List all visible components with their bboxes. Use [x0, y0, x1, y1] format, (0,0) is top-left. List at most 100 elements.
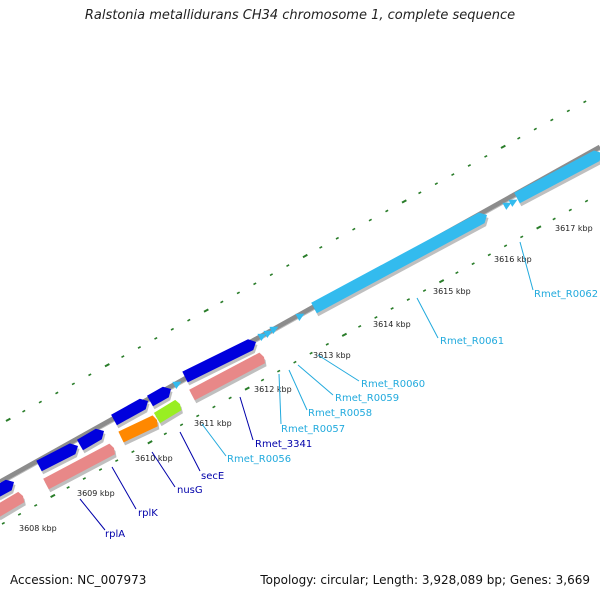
gene-label: Rmet_R0059 — [335, 393, 399, 404]
tick-mark — [163, 432, 168, 436]
tick-mark — [179, 423, 184, 427]
tick-mark — [277, 369, 281, 373]
tick-mark — [550, 118, 554, 122]
tick-mark — [451, 173, 455, 177]
trna-marker — [502, 202, 512, 210]
tick-mark — [517, 136, 521, 140]
tick-mark — [335, 236, 340, 240]
tick-mark — [302, 253, 308, 259]
tick-mark — [566, 109, 571, 113]
tick-mark — [552, 217, 556, 221]
tick-mark — [368, 218, 373, 222]
tick-mark — [455, 271, 459, 275]
tick-mark — [1, 521, 6, 525]
tick-mark — [520, 235, 524, 239]
tick-mark — [390, 307, 394, 310]
map-title: Ralstonia metallidurans CH34 chromosome … — [84, 8, 516, 23]
cds-arrow — [0, 479, 14, 497]
pseudogene-arrow — [0, 491, 25, 517]
tick-mark — [66, 486, 70, 489]
tick-mark — [203, 308, 209, 313]
label-leader — [201, 423, 227, 457]
tick-mark — [319, 245, 323, 249]
label-leader — [151, 451, 176, 488]
tick-mark — [422, 289, 427, 293]
gene-label: nusG — [177, 485, 203, 496]
tick-mark — [584, 199, 589, 203]
tick-mark — [352, 227, 356, 231]
gene-label: Rmet_R0061 — [440, 336, 504, 347]
label-leader — [79, 498, 106, 531]
tick-mark — [406, 298, 411, 301]
outer-tick-row — [5, 100, 587, 422]
tick-mark — [385, 209, 389, 213]
tick-mark — [154, 336, 158, 340]
tick-mark — [583, 100, 587, 104]
tick-mark — [434, 182, 439, 186]
kbp-label: 3615 kbp — [433, 287, 471, 296]
tick-mark — [286, 264, 290, 268]
genome-summary-text: Topology: circular; Length: 3,928,089 bp… — [260, 573, 590, 587]
label-leader — [278, 373, 282, 425]
kbp-label: 3617 kbp — [555, 224, 593, 233]
tick-mark — [131, 450, 135, 454]
tick-mark — [260, 378, 265, 382]
tick-mark — [22, 409, 26, 413]
tick-mark — [269, 273, 274, 277]
label-leader — [111, 466, 137, 510]
tick-mark — [170, 327, 175, 331]
trna-marker — [295, 313, 305, 321]
tick-mark — [137, 346, 142, 349]
trna-marker — [263, 330, 273, 338]
tick-mark — [244, 386, 250, 391]
gene-label: Rmet_R0060 — [361, 379, 425, 390]
gene-label: rplA — [105, 529, 125, 540]
tick-mark — [341, 332, 348, 337]
tick-mark — [121, 355, 125, 359]
cds-arrow — [111, 398, 148, 426]
cds-arrow — [77, 428, 104, 451]
tick-mark — [358, 324, 362, 328]
kbp-label: 3614 kbp — [373, 320, 411, 329]
inner-tick-row — [1, 199, 589, 525]
label-leader — [416, 297, 439, 339]
tick-mark — [253, 282, 257, 286]
gene-label: rplK — [138, 508, 158, 519]
tick-mark — [196, 414, 200, 418]
tick-mark — [220, 300, 224, 304]
tick-mark — [147, 440, 153, 445]
tick-mark — [325, 342, 330, 346]
gene-label: Rmet_R0057 — [281, 424, 345, 435]
tick-mark — [536, 225, 542, 230]
tick-mark — [17, 512, 22, 516]
tick-mark — [500, 144, 506, 149]
tick-mark — [471, 262, 475, 266]
kbp-label: 3613 kbp — [313, 351, 351, 360]
label-leader — [317, 354, 360, 382]
tick-mark — [104, 363, 110, 368]
tick-mark — [503, 244, 508, 248]
tick-mark — [418, 191, 422, 195]
rrna-arrow — [311, 212, 487, 314]
pseudogene-arrow — [189, 352, 265, 401]
tick-mark — [82, 477, 87, 480]
label-leader — [239, 396, 254, 441]
label-leader — [288, 369, 308, 411]
tick-mark — [212, 405, 216, 409]
tick-mark — [236, 291, 241, 295]
tick-mark — [115, 459, 119, 463]
tick-mark — [401, 199, 407, 204]
tick-mark — [568, 208, 573, 212]
tick-mark — [533, 127, 538, 131]
label-leader — [179, 431, 201, 472]
kbp-label: 3610 kbp — [135, 454, 173, 463]
tick-mark — [467, 164, 472, 167]
gene-label: Rmet_R0058 — [308, 408, 372, 419]
tick-mark — [374, 316, 378, 319]
kbp-label: 3612 kbp — [254, 385, 292, 394]
pseudogene-arrow — [43, 443, 116, 490]
cds-arrow — [36, 443, 78, 472]
tick-mark — [71, 382, 76, 386]
trna-marker — [172, 381, 182, 389]
kbp-scale-labels: 3608 kbp 3609 kbp 3610 kbp 3611 kbp 3612 kbp… — [19, 224, 593, 533]
